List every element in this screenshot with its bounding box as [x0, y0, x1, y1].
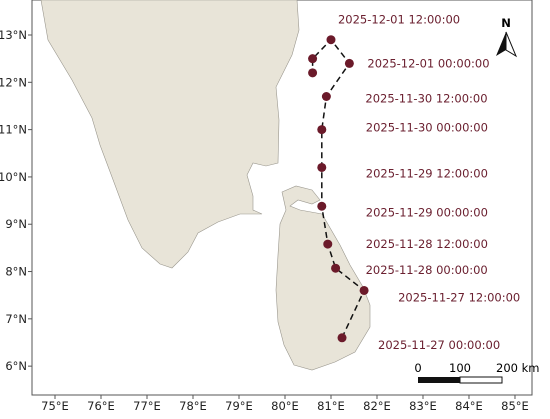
track-point-label: 2025-11-30 12:00:00	[365, 92, 487, 106]
track-point-label: 2025-11-27 00:00:00	[378, 338, 500, 352]
track-point	[321, 92, 331, 102]
x-tick-label: 83°E	[409, 399, 437, 413]
north-arrow-left	[496, 32, 506, 56]
track-point-label: 2025-11-29 00:00:00	[366, 205, 488, 219]
y-tick-label: 11°N	[0, 123, 27, 137]
scale-bar-segment	[418, 377, 460, 383]
y-tick-label: 9°N	[5, 217, 27, 231]
track-point	[308, 54, 318, 64]
track-point	[359, 285, 369, 295]
india-landmass	[40, 0, 300, 269]
track-point	[331, 263, 341, 273]
track-point	[317, 201, 327, 211]
x-tick-label: 79°E	[225, 399, 253, 413]
y-tick-label: 10°N	[0, 170, 27, 184]
x-tick-label: 77°E	[133, 399, 161, 413]
north-arrow: N	[496, 16, 518, 58]
x-tick-label: 80°E	[271, 399, 299, 413]
x-tick-label: 76°E	[87, 399, 115, 413]
track-line	[311, 38, 366, 339]
y-tick-label: 8°N	[5, 265, 27, 279]
scale-label: 200 km	[496, 361, 539, 375]
track-point	[317, 125, 327, 135]
track-point-label: 2025-11-30 00:00:00	[366, 121, 488, 135]
track-point-label: 2025-12-01 00:00:00	[367, 56, 489, 70]
y-tick-label: 7°N	[5, 312, 27, 326]
scale-bar: 0 100 200 km	[414, 361, 539, 384]
x-tick-label: 81°E	[317, 399, 345, 413]
scale-label: 0	[414, 361, 421, 375]
x-tick-label: 82°E	[363, 399, 391, 413]
track-point	[323, 239, 333, 249]
north-label: N	[501, 16, 511, 30]
scale-label: 100	[449, 361, 471, 375]
track-point	[344, 58, 354, 68]
track-point-label: 2025-11-28 00:00:00	[366, 263, 488, 277]
track-point-label: 2025-11-29 12:00:00	[366, 166, 488, 180]
scale-bar-segment	[459, 376, 503, 384]
track-point-label: 2025-11-28 12:00:00	[366, 237, 488, 251]
track-point	[326, 35, 336, 45]
y-tick-label: 12°N	[0, 75, 27, 89]
track-point	[308, 68, 318, 78]
track-point-label: 2025-12-01 12:00:00	[338, 13, 460, 27]
track-point	[317, 162, 327, 172]
x-tick-label: 85°E	[501, 399, 529, 413]
track-point	[337, 333, 347, 343]
sri-lanka-landmass	[275, 185, 371, 371]
x-tick-label: 78°E	[179, 399, 207, 413]
x-tick-label: 75°E	[41, 399, 69, 413]
y-tick-label: 6°N	[5, 359, 27, 373]
north-arrow-right	[505, 31, 518, 58]
x-tick-label: 84°E	[455, 399, 483, 413]
y-tick-label: 13°N	[0, 28, 27, 42]
track-point-label: 2025-11-27 12:00:00	[398, 290, 520, 304]
